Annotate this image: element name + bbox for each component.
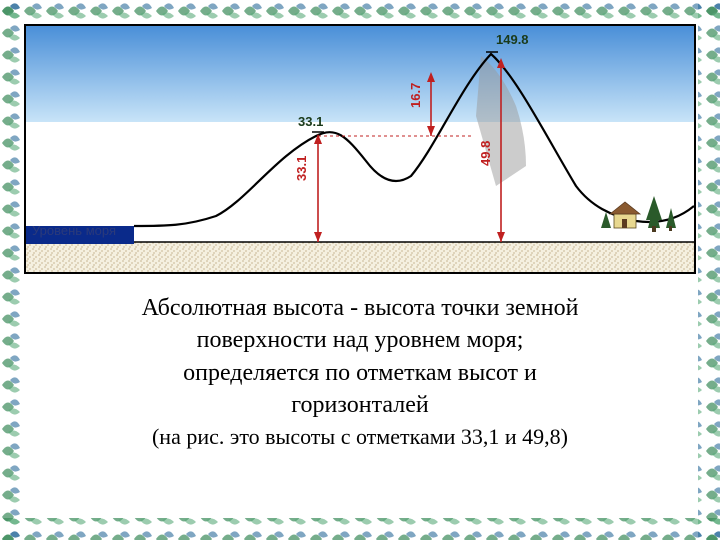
peak2-value: 149.8 (496, 32, 529, 47)
elevation-diagram: Уровень моря 33.1 149.8 33.1 16.7 49.8 (24, 24, 696, 274)
content-area: Уровень моря 33.1 149.8 33.1 16.7 49.8 А… (24, 24, 696, 516)
caption-line-3: определяется по отметкам высот и (30, 357, 690, 389)
terrain-svg (26, 26, 694, 272)
sea-level-label: Уровень моря (32, 223, 116, 238)
caption-line-2: поверхности над уровнем моря; (30, 324, 690, 356)
caption-line-1: Абсолютная высота - высота точки земной (30, 292, 690, 324)
h3-value: 49.8 (478, 141, 493, 166)
page-frame: Уровень моря 33.1 149.8 33.1 16.7 49.8 А… (0, 0, 720, 540)
h2-value: 16.7 (408, 83, 423, 108)
peak1-value: 33.1 (298, 114, 323, 129)
caption-block: Абсолютная высота - высота точки земной … (24, 292, 696, 451)
h1-value: 33.1 (294, 156, 309, 181)
caption-line-4: горизонталей (30, 389, 690, 421)
caption-line-5: (на рис. это высоты с отметками 33,1 и 4… (30, 422, 690, 452)
